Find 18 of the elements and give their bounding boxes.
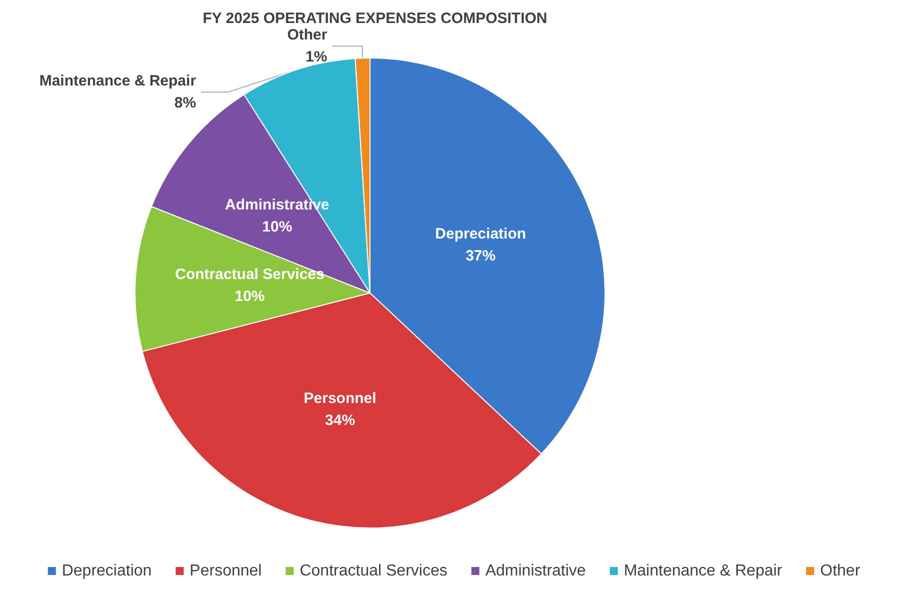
slice-label: Maintenance & Repair: [39, 72, 196, 90]
legend-label: Personnel: [190, 562, 262, 580]
legend-label: Maintenance & Repair: [624, 562, 783, 580]
chart-title: FY 2025 OPERATING EXPENSES COMPOSITION: [202, 10, 548, 27]
legend-label: Administrative: [485, 562, 586, 580]
data-label: 10%: [262, 218, 292, 236]
data-label: 8%: [174, 94, 196, 112]
legend-label: Contractual Services: [300, 562, 448, 580]
slice-label: Depreciation: [435, 226, 526, 243]
legend-label: Other: [820, 562, 861, 580]
data-label: 34%: [325, 412, 356, 430]
data-label: 37%: [466, 248, 496, 265]
data-label: 1%: [306, 48, 328, 66]
slice-label: Contractual Services: [175, 266, 324, 283]
data-label: 10%: [234, 288, 265, 305]
slice-label: Other: [287, 26, 328, 44]
slice-label: Personnel: [304, 390, 376, 408]
legend-label: Depreciation: [62, 562, 152, 580]
